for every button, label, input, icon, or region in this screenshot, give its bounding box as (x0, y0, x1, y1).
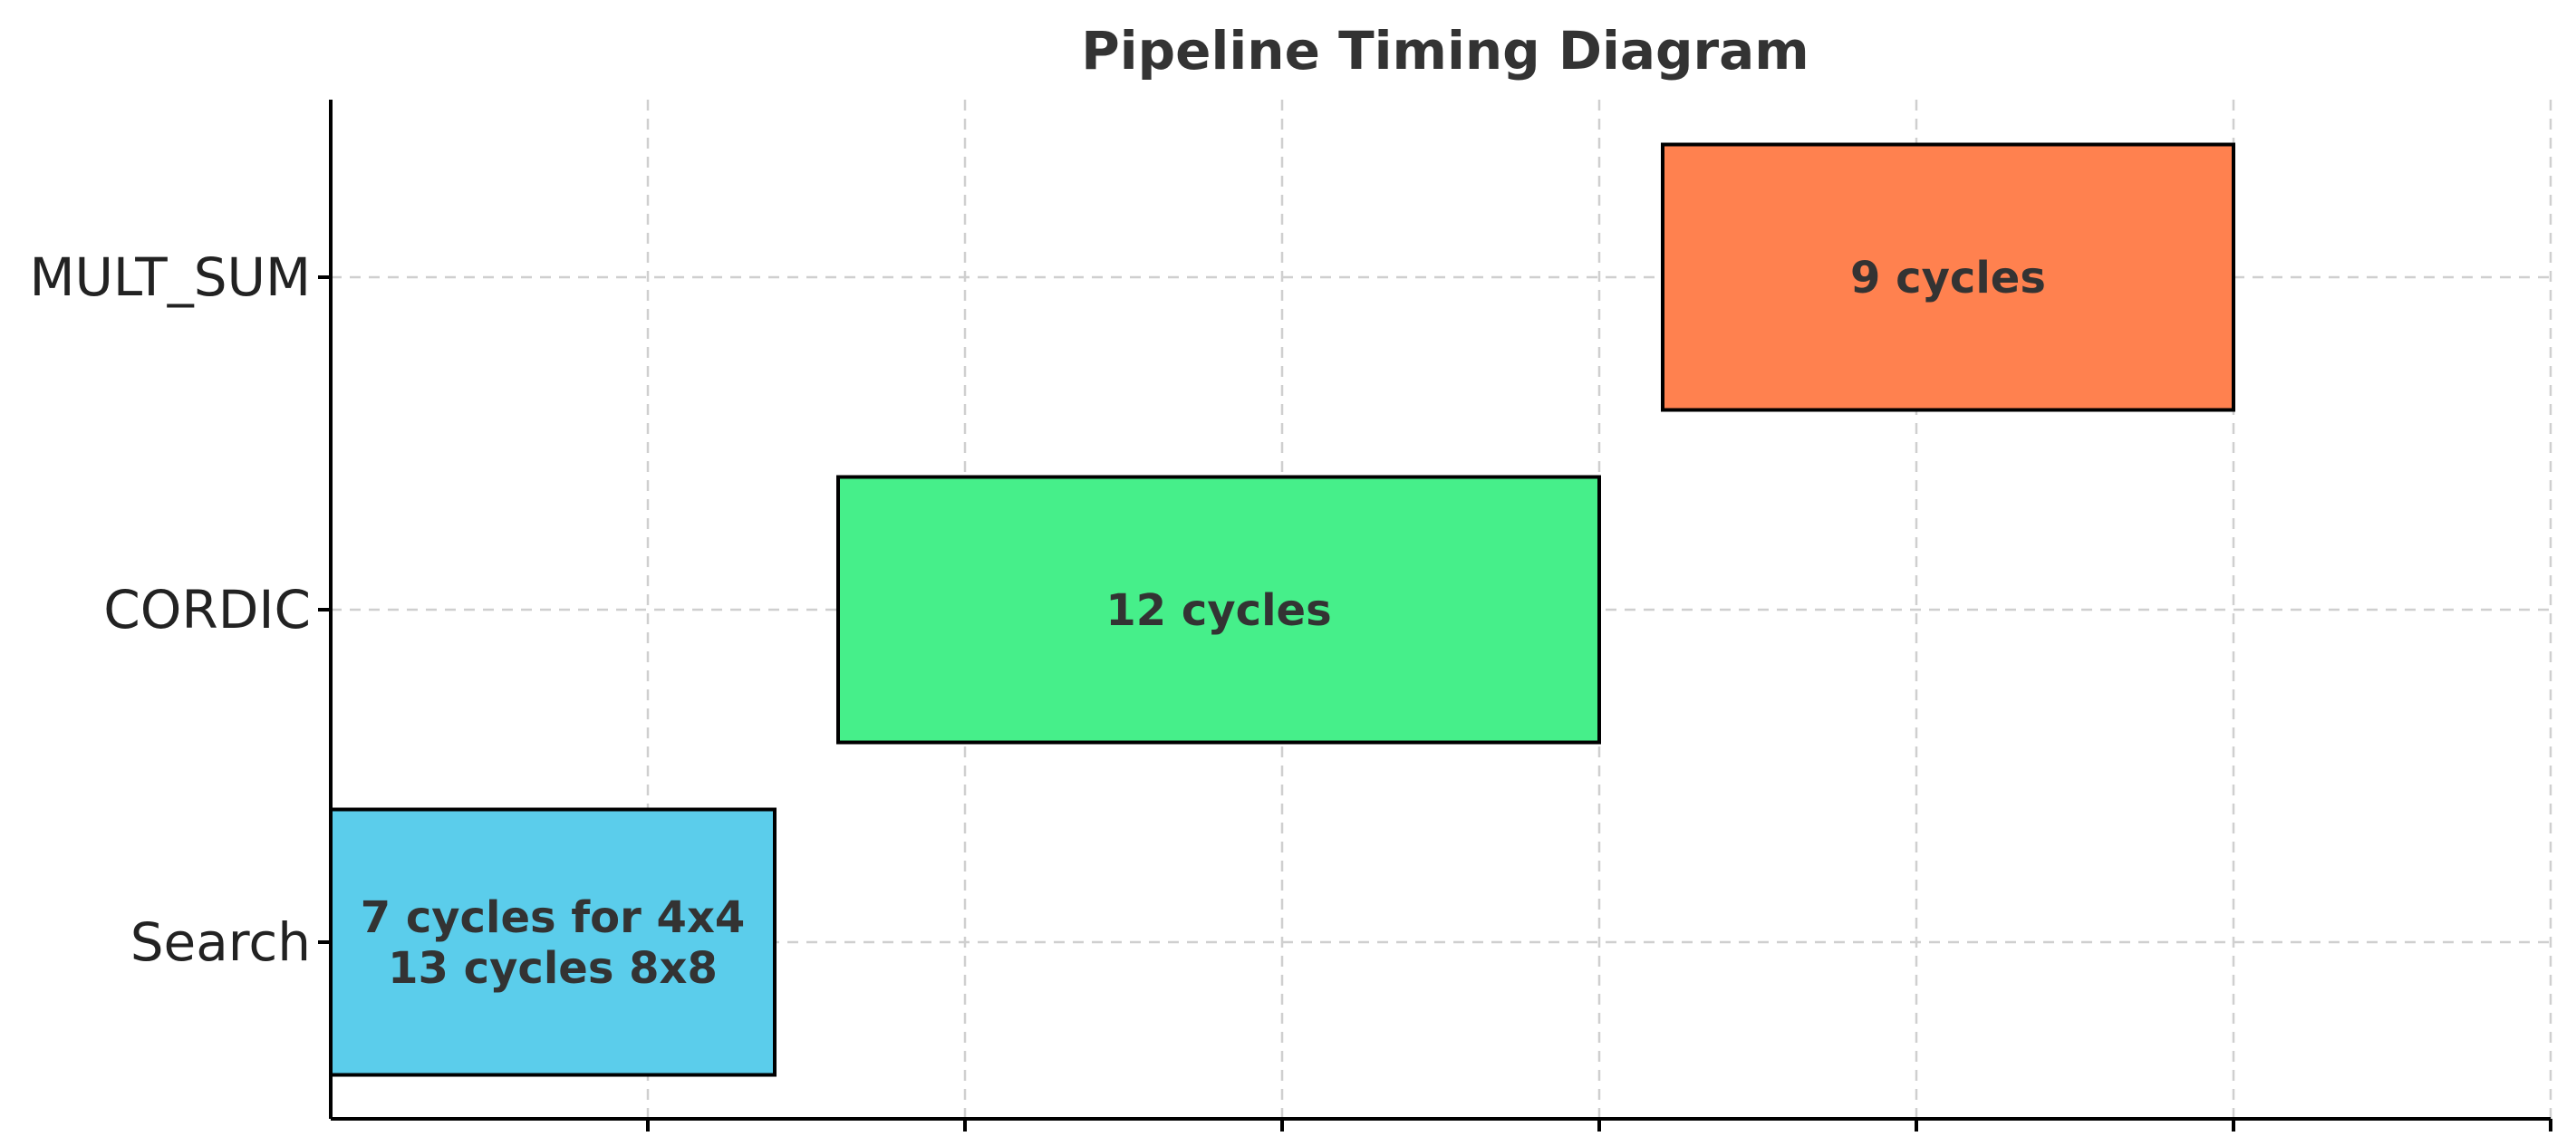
y-tick-label-cordic: CORDIC (103, 579, 311, 640)
y-tick-label-search: Search (130, 911, 311, 973)
y-tick-label-mult_sum: MULT_SUM (29, 246, 311, 308)
y-ticks-group: Search CORDIC MULT_SUM (29, 246, 331, 973)
chart-title: Pipeline Timing Diagram (1081, 20, 1809, 82)
bar-label-cordic: 12 cycles (1105, 585, 1331, 636)
bars-group: 7 cycles for 4x4 13 cycles 8x8 12 cycles 9 … (329, 142, 2235, 1077)
bar-mult_sum (1661, 142, 2235, 412)
x-ticks-group (646, 1119, 2552, 1132)
bar-label-mult_sum: 9 cycles (1850, 253, 2046, 303)
bar-search (329, 807, 777, 1077)
bar-label-search: 7 cycles for 4x4 13 cycles 8x8 (361, 892, 746, 994)
bar-cordic (836, 475, 1601, 745)
